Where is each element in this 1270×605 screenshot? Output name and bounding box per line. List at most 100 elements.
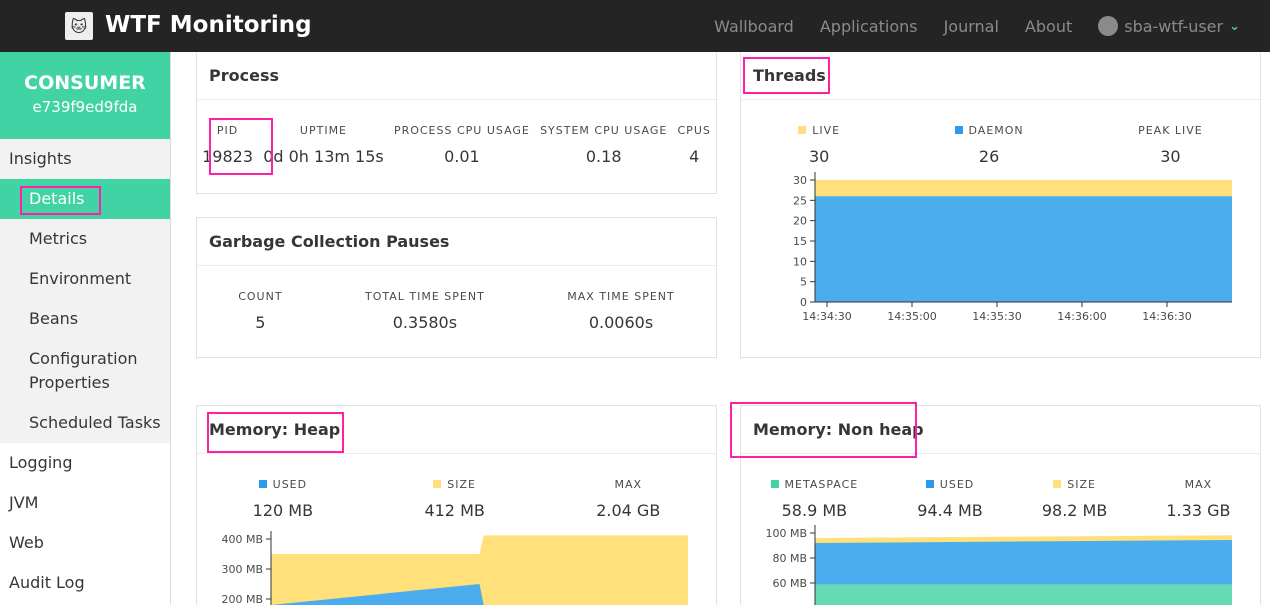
process-cpu-label: PROCESS CPU USAGE (393, 124, 530, 137)
heap-chart: 200 MB 300 MB 400 MB (221, 531, 688, 605)
top-navbar: 🐱 WTF Monitoring Wallboard Applications … (0, 0, 1270, 52)
process-cpu-value: 0.01 (444, 147, 480, 166)
live-value: 30 (808, 147, 830, 166)
user-name: sba-wtf-user (1124, 16, 1224, 36)
threads-title: Threads (741, 52, 1260, 100)
sidebar-item-web[interactable]: Web (9, 533, 44, 552)
x-tick-label: 14:34:30 (802, 310, 851, 323)
live-swatch (798, 126, 807, 134)
chevron-down-icon: ⌄ (1229, 18, 1240, 34)
y-tick-label: 25 (793, 194, 807, 207)
nonheap-size-value: 98.2 MB (1041, 501, 1108, 520)
y-tick-label: 300 MB (221, 563, 263, 576)
uptime-label: UPTIME (299, 124, 348, 137)
y-tick-label: 15 (793, 235, 807, 248)
nonheap-card: Memory: Non heap METASPACE 58.9 MB USED 94… (740, 405, 1261, 605)
gc-max-value: 0.0060s (588, 313, 654, 332)
x-tick-label: 14:35:30 (972, 310, 1021, 323)
daemon-label: DAEMON (968, 124, 1024, 137)
heap-used-value: 120 MB (252, 501, 314, 520)
x-tick-label: 14:36:30 (1142, 310, 1191, 323)
gc-title: Garbage Collection Pauses (197, 218, 716, 266)
cpus-value: 4 (689, 147, 700, 166)
daemon-swatch (954, 126, 963, 134)
process-title: Process (197, 52, 716, 100)
x-tick-label: 14:36:00 (1057, 310, 1106, 323)
area-daemon (815, 196, 1232, 302)
nav-journal[interactable]: Journal (943, 16, 999, 36)
nav-applications[interactable]: Applications (819, 16, 918, 36)
heap-size-value: 412 MB (424, 501, 485, 520)
sidebar-item-environment[interactable]: Environment (29, 269, 132, 288)
gc-count-value: 5 (255, 313, 266, 332)
sidebar-item-metrics[interactable]: Metrics (29, 229, 88, 248)
y-tick-label: 20 (793, 215, 807, 228)
gc-card: Garbage Collection Pauses COUNT 5 TOTAL T… (196, 217, 717, 358)
sidebar-item-details[interactable]: Details (0, 179, 170, 219)
nav-about[interactable]: About (1024, 16, 1073, 36)
y-tick-label: 80 MB (772, 552, 807, 565)
nonheap-max-label: MAX (1184, 478, 1213, 491)
y-tick-label: 30 (793, 174, 807, 187)
logo-icon: 🐱 (65, 12, 93, 40)
sidebar-item-beans[interactable]: Beans (29, 309, 79, 328)
metaspace-label: METASPACE (784, 478, 859, 491)
gc-max-label: MAX TIME SPENT (567, 290, 675, 303)
system-cpu-value: 0.18 (585, 147, 622, 166)
y-tick-label: 5 (800, 276, 807, 289)
y-tick-label: 400 MB (221, 533, 263, 546)
heap-used-swatch (258, 480, 267, 488)
daemon-value: 26 (978, 147, 1000, 166)
nonheap-used-label: USED (939, 478, 975, 491)
sidebar-item-logging[interactable]: Logging (9, 453, 73, 472)
uptime-value: 0d 0h 13m 15s (263, 147, 384, 166)
app-header: CONSUMER e739f9ed9fda (0, 52, 170, 139)
nonheap-size-swatch (1053, 480, 1062, 488)
metaspace-swatch (770, 480, 779, 488)
process-card: Process PID 19823 UPTIME 0d 0h 13m 15s PRO… (196, 52, 717, 194)
area-size (271, 535, 688, 605)
user-icon (1098, 16, 1119, 36)
sidebar-item-insights[interactable]: Insights (9, 149, 72, 168)
app-name: CONSUMER (24, 72, 146, 94)
metaspace-value: 58.9 MB (781, 501, 848, 520)
sidebar-item-audit-log[interactable]: Audit Log (9, 573, 85, 592)
peak-live-value: 30 (1160, 147, 1181, 166)
area-used (271, 584, 688, 605)
cpus-label: CPUS (677, 124, 711, 137)
gc-total-label: TOTAL TIME SPENT (365, 290, 485, 303)
pid-value: 19823 (202, 147, 253, 166)
heap-used-label: USED (272, 478, 308, 491)
nonheap-used-swatch (925, 480, 934, 488)
heap-size-label: SIZE (447, 478, 476, 491)
system-cpu-label: SYSTEM CPU USAGE (540, 124, 668, 137)
heap-max-label: MAX (614, 478, 643, 491)
threads-chart: 0 5 10 15 20 25 30 14:34:30 14:35:00 14:35:30 14:3… (793, 172, 1232, 323)
nonheap-title: Memory: Non heap (741, 406, 1260, 454)
heap-card: Memory: Heap USED 120 MB SIZE 412 MB MAX 2.… (196, 405, 717, 605)
heap-size-swatch (433, 480, 442, 488)
x-tick-label: 14:35:00 (887, 310, 936, 323)
user-menu[interactable]: sba-wtf-user ⌄ (1098, 16, 1240, 36)
y-tick-label: 60 MB (772, 577, 807, 590)
live-label: LIVE (812, 124, 841, 137)
heap-max-value: 2.04 GB (596, 501, 661, 520)
brand-title[interactable]: WTF Monitoring (105, 12, 312, 38)
nav-wallboard[interactable]: Wallboard (714, 16, 794, 36)
sidebar-item-jvm[interactable]: JVM (9, 493, 39, 512)
nonheap-used-value: 94.4 MB (917, 501, 983, 520)
y-tick-label: 10 (793, 255, 807, 268)
sidebar: CONSUMER e739f9ed9fda Insights Details M… (0, 52, 171, 605)
sidebar-item-configuration-properties[interactable]: Configuration Properties (29, 349, 138, 392)
sidebar-item-scheduled-tasks[interactable]: Scheduled Tasks (29, 413, 161, 432)
nonheap-chart: 60 MB 80 MB 100 MB (765, 525, 1232, 605)
peak-live-label: PEAK LIVE (1138, 124, 1203, 137)
heap-title: Memory: Heap (197, 406, 716, 454)
area-metaspace (815, 584, 1232, 605)
gc-count-label: COUNT (238, 290, 283, 303)
pid-label: PID (216, 124, 239, 137)
nonheap-max-value: 1.33 GB (1166, 501, 1231, 520)
gc-total-value: 0.3580s (392, 313, 458, 332)
y-tick-label: 100 MB (765, 527, 807, 540)
threads-card: Threads LIVE 30 DAEMON 26 PEAK LIVE 30 0 5 10… (740, 52, 1261, 358)
